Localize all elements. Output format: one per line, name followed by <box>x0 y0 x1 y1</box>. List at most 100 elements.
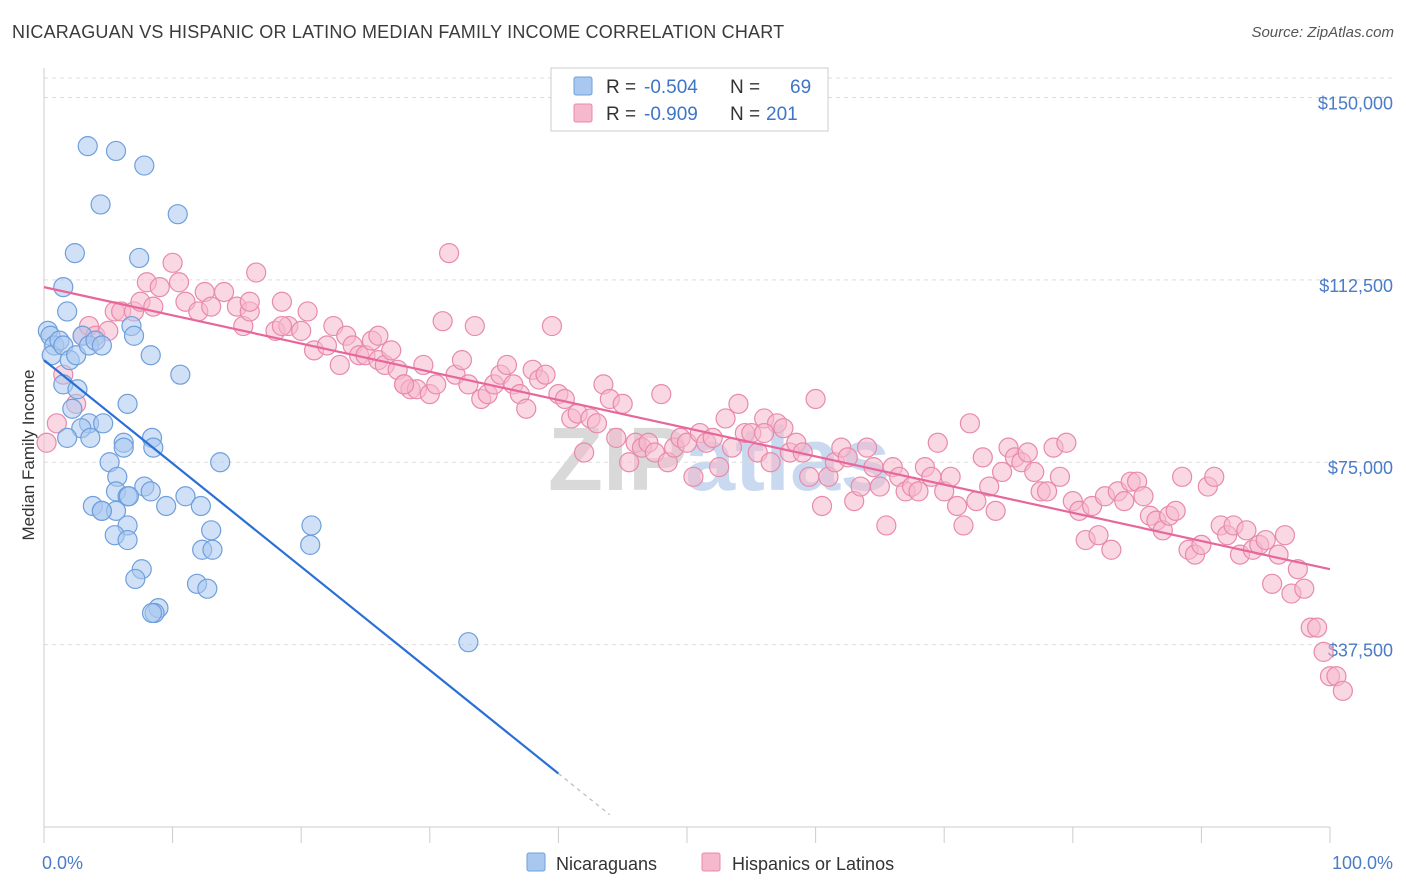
point-hispanics <box>1114 491 1135 512</box>
point-hispanics <box>271 315 293 337</box>
point-nicaraguans <box>57 301 78 322</box>
point-nicaraguans <box>90 194 111 215</box>
point-hispanics <box>1313 641 1334 663</box>
point-nicaraguans <box>57 427 78 449</box>
point-hispanics <box>728 393 749 414</box>
point-hispanics <box>1133 486 1154 507</box>
point-nicaraguans <box>117 393 138 414</box>
legend-r-value: -0.504 <box>644 77 698 98</box>
y-tick-label: $75,000 <box>1328 458 1393 478</box>
point-hispanics <box>959 413 981 434</box>
axes: $37,500 $75,000 $112,500 $150,000 0.0% 100.0% <box>42 68 1393 873</box>
point-hispanics <box>1236 520 1257 541</box>
point-hispanics <box>754 422 775 444</box>
point-hispanics <box>329 354 350 376</box>
point-hispanics <box>1294 578 1315 599</box>
point-nicaraguans <box>113 437 134 458</box>
y-tick-label: $112,500 <box>1319 276 1393 296</box>
point-nicaraguans <box>167 204 188 225</box>
point-hispanics <box>869 476 891 497</box>
point-hispanics <box>709 456 730 478</box>
point-nicaraguans <box>170 364 191 385</box>
point-hispanics <box>985 500 1006 521</box>
point-nicaraguans <box>156 495 177 517</box>
point-hispanics <box>1049 466 1071 487</box>
point-nicaraguans <box>134 155 155 176</box>
point-nicaraguans <box>129 247 150 269</box>
point-hispanics <box>1274 525 1296 546</box>
point-nicaraguans <box>105 140 127 162</box>
point-hispanics <box>651 384 672 405</box>
bottom-legend-swatch-nicaraguans <box>526 852 546 872</box>
point-nicaraguans <box>117 529 138 551</box>
point-nicaraguans <box>197 578 218 599</box>
point-hispanics <box>1287 559 1308 580</box>
point-hispanics <box>1262 573 1283 594</box>
point-nicaraguans <box>141 602 163 624</box>
point-hispanics <box>979 476 1000 497</box>
point-hispanics <box>1332 680 1353 701</box>
point-hispanics <box>368 325 389 346</box>
point-hispanics <box>46 413 67 434</box>
point-hispanics <box>381 340 402 361</box>
x-tick-label: 100.0% <box>1332 853 1393 873</box>
point-nicaraguans <box>62 398 83 419</box>
trend-line-nicaraguans <box>43 359 560 775</box>
point-hispanics <box>1191 534 1212 556</box>
trend-line-hispanics <box>43 286 1331 571</box>
point-hispanics <box>438 242 460 264</box>
point-hispanics <box>574 442 595 463</box>
point-hispanics <box>239 291 260 312</box>
point-hispanics <box>432 311 453 332</box>
point-hispanics <box>168 272 190 293</box>
legend-r-label: R = <box>606 77 636 98</box>
point-hispanics <box>162 252 183 273</box>
point-hispanics <box>683 466 704 487</box>
point-nicaraguans <box>77 135 98 157</box>
point-hispanics <box>541 315 563 337</box>
point-hispanics <box>516 398 537 419</box>
point-hispanics <box>464 315 485 337</box>
point-nicaraguans <box>210 452 231 473</box>
point-hispanics <box>496 354 518 376</box>
point-hispanics <box>1101 539 1122 560</box>
point-nicaraguans <box>64 242 85 264</box>
point-nicaraguans <box>140 481 161 502</box>
point-hispanics <box>946 495 968 517</box>
point-nicaraguans <box>93 413 114 434</box>
legend-n-label: N = <box>730 104 760 125</box>
point-nicaraguans <box>140 345 161 366</box>
point-nicaraguans <box>91 335 112 356</box>
point-hispanics <box>393 374 415 395</box>
legend-n-value: 201 <box>766 104 798 125</box>
point-hispanics <box>612 393 633 414</box>
y-tick-label: $37,500 <box>1328 641 1393 661</box>
point-hispanics <box>805 388 826 410</box>
source-label: Source: ZipAtlas.com <box>1251 24 1394 41</box>
legend-r-label: R = <box>606 104 636 125</box>
point-hispanics <box>1268 544 1289 565</box>
point-hispanics <box>715 408 736 429</box>
point-hispanics <box>426 374 447 395</box>
point-hispanics <box>271 291 293 312</box>
point-hispanics <box>908 481 929 502</box>
point-hispanics <box>1172 466 1193 487</box>
point-nicaraguans <box>301 515 322 536</box>
legend-n-value: 69 <box>790 77 811 98</box>
point-hispanics <box>535 364 556 385</box>
point-hispanics <box>760 452 781 473</box>
y-axis-label: Median Family Income <box>19 369 38 540</box>
legend-swatch-hispanics <box>573 103 593 123</box>
point-hispanics <box>1204 466 1225 487</box>
trend-lines <box>43 286 1331 816</box>
legend-box: R = -0.504 N = 69 R = -0.909 N = 201 <box>550 67 829 132</box>
point-nicaraguans <box>80 427 101 449</box>
point-hispanics <box>201 296 222 317</box>
point-nicaraguans <box>125 568 146 590</box>
point-nicaraguans <box>175 486 196 507</box>
point-hispanics <box>856 437 878 458</box>
point-hispanics <box>927 432 948 453</box>
trend-extension-nicaraguans <box>558 773 611 816</box>
point-nicaraguans <box>300 534 321 556</box>
legend-r-value: -0.909 <box>644 104 698 125</box>
